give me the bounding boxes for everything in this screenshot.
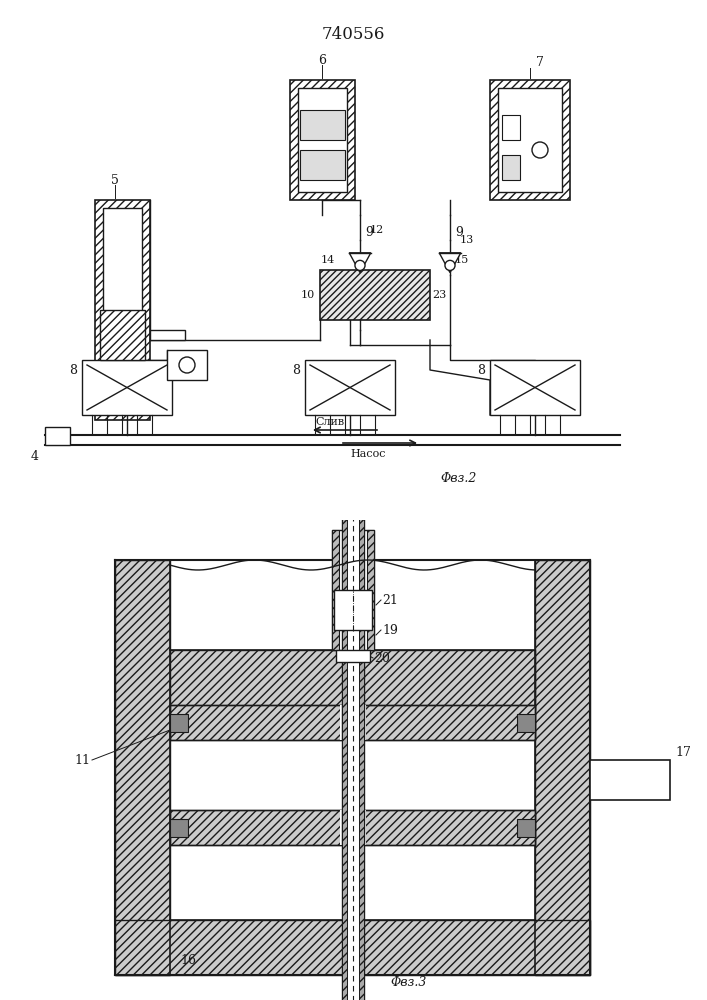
Bar	[498, 88, 562, 192]
Polygon shape	[349, 253, 370, 273]
Polygon shape	[115, 560, 170, 975]
Circle shape	[445, 260, 455, 270]
Bar	[590, 760, 670, 800]
Bar	[170, 810, 535, 845]
Text: 23: 23	[432, 290, 446, 300]
Text: 15: 15	[455, 255, 469, 265]
Text: 5: 5	[111, 174, 119, 186]
Bar	[300, 150, 345, 180]
Text: 8: 8	[69, 363, 77, 376]
Text: 4: 4	[31, 450, 39, 462]
Bar	[498, 88, 562, 192]
Bar	[340, 810, 366, 845]
Polygon shape	[535, 560, 590, 975]
Polygon shape	[170, 705, 535, 740]
Bar	[490, 80, 570, 200]
Polygon shape	[359, 480, 364, 1000]
Bar	[82, 360, 172, 415]
Bar	[170, 714, 188, 732]
Text: 17: 17	[675, 746, 691, 758]
Text: 9: 9	[365, 226, 373, 238]
Text: 18: 18	[347, 954, 363, 966]
Text: Φвз.2: Φвз.2	[440, 472, 477, 485]
Text: 20: 20	[374, 652, 390, 664]
Polygon shape	[170, 650, 535, 710]
Bar	[595, 765, 665, 795]
Bar	[340, 705, 366, 740]
Text: 21: 21	[382, 593, 398, 606]
Bar	[95, 200, 150, 420]
Bar	[170, 705, 535, 740]
Polygon shape	[332, 530, 339, 650]
Bar	[320, 270, 430, 320]
Bar	[150, 330, 185, 340]
Circle shape	[179, 357, 195, 373]
Bar	[298, 88, 347, 192]
Text: Φвз.3: Φвз.3	[390, 976, 426, 988]
Polygon shape	[439, 253, 461, 273]
Circle shape	[532, 142, 548, 158]
Bar	[100, 310, 145, 360]
Bar	[490, 360, 580, 415]
Bar	[336, 650, 370, 662]
Text: 16: 16	[180, 954, 196, 966]
Circle shape	[355, 260, 365, 270]
Polygon shape	[367, 530, 374, 650]
Text: 740556: 740556	[322, 26, 385, 43]
Text: 10: 10	[300, 290, 315, 300]
Text: 11: 11	[74, 754, 90, 766]
Bar	[517, 819, 535, 837]
Bar	[300, 110, 345, 140]
Text: 13: 13	[460, 235, 474, 245]
Bar	[517, 714, 535, 732]
Bar	[290, 80, 355, 200]
Text: 12: 12	[370, 225, 384, 235]
Bar	[502, 115, 520, 140]
Bar	[298, 88, 347, 192]
Bar	[305, 360, 395, 415]
Bar	[342, 495, 364, 1000]
Bar	[103, 208, 142, 412]
Text: Насос: Насос	[350, 449, 385, 459]
Bar	[45, 427, 70, 445]
Bar	[342, 705, 364, 740]
Bar	[167, 350, 207, 380]
Bar	[332, 530, 374, 650]
Polygon shape	[115, 920, 590, 975]
Text: 8: 8	[477, 363, 485, 376]
Bar	[502, 155, 520, 180]
Text: 8: 8	[292, 363, 300, 376]
Polygon shape	[170, 810, 535, 845]
Text: 14: 14	[321, 255, 335, 265]
Text: 7: 7	[536, 55, 544, 68]
Text: 19: 19	[382, 624, 398, 637]
Bar	[170, 819, 188, 837]
Bar	[342, 810, 364, 845]
Text: 9: 9	[455, 226, 463, 238]
Bar	[103, 208, 142, 412]
Text: Слив: Слив	[315, 417, 344, 427]
Text: 6: 6	[318, 53, 326, 66]
Bar	[334, 590, 372, 630]
Polygon shape	[342, 480, 347, 1000]
